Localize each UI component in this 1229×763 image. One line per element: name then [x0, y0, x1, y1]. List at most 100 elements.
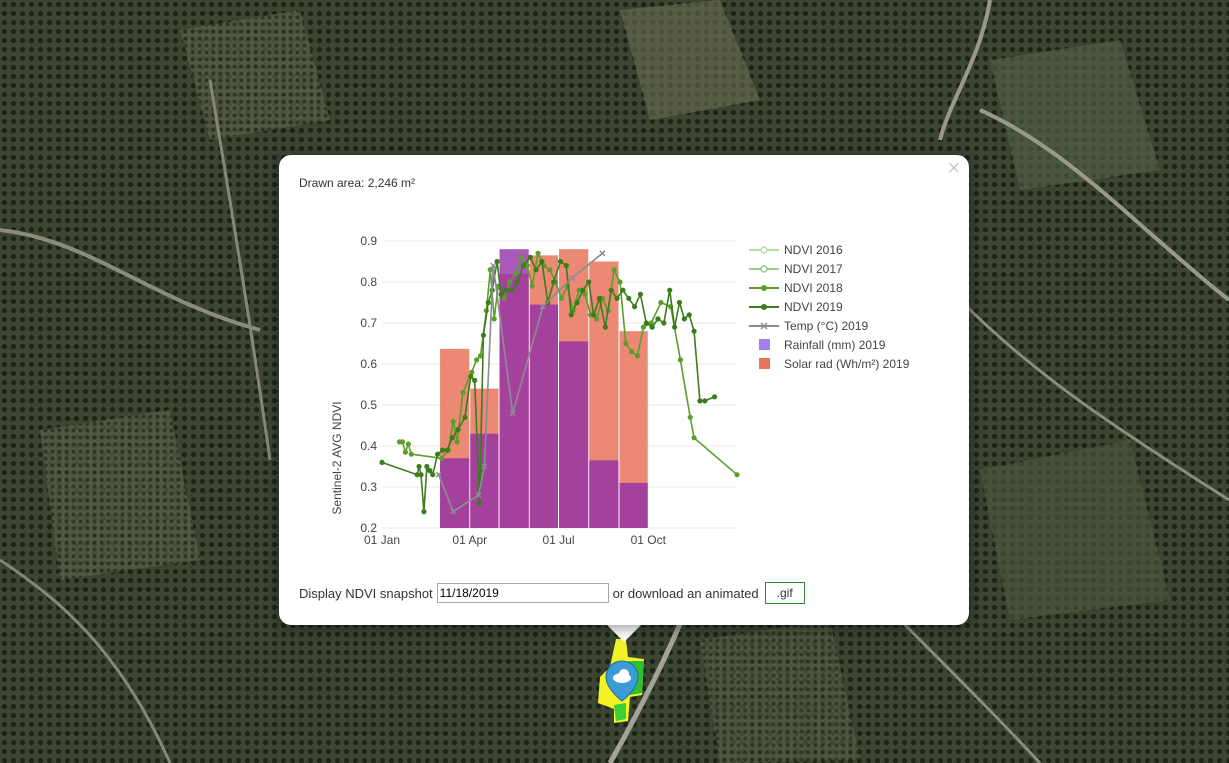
- y-axis-label: Sentinel-2 AVG NDVI: [330, 401, 344, 514]
- series-point: [596, 295, 603, 301]
- x-tick-label: 01 Apr: [452, 533, 487, 547]
- series-point: [569, 274, 576, 281]
- legend-item[interactable]: Rainfall (mm) 2019: [759, 338, 886, 352]
- y-tick-label: 0.4: [360, 439, 377, 453]
- series-point: [599, 250, 606, 257]
- series-point: [631, 304, 638, 310]
- dirt-road: [0, 228, 261, 332]
- series-point: [623, 340, 629, 347]
- bar: [589, 460, 619, 528]
- series-point: [634, 353, 641, 359]
- chart-legend[interactable]: NDVI 2016 NDVI 2017 NDVI 2018 NDVI 2019 Temp…: [749, 243, 910, 371]
- series-point: [529, 283, 535, 289]
- series-point: [518, 254, 525, 260]
- legend-marker: [761, 304, 767, 310]
- series-point: [551, 279, 557, 285]
- series-point: [444, 447, 450, 453]
- series-point: [514, 279, 521, 285]
- series-point: [503, 287, 509, 293]
- series-point: [494, 258, 500, 265]
- series-point: [593, 316, 600, 322]
- dirt-road: [979, 108, 1229, 302]
- chart-axes: 0.2 0.3 0.4 0.5 0.6 0.7 0.8 0.9 01 Jan 01 Apr 01 J…: [360, 234, 666, 547]
- dirt-road: [958, 298, 1229, 502]
- download-gif-button[interactable]: .gif: [764, 582, 805, 604]
- legend-marker: [761, 285, 767, 291]
- series-point: [661, 320, 667, 326]
- series-point: [649, 324, 655, 330]
- series-point: [491, 316, 497, 322]
- legend-swatch: [759, 339, 770, 350]
- series-point: [539, 258, 545, 265]
- legend-item[interactable]: Temp (°C) 2019: [749, 319, 868, 333]
- cloud-pin-icon[interactable]: [605, 660, 639, 702]
- series-point: [711, 394, 718, 400]
- series-point: [460, 390, 466, 396]
- series-point: [563, 263, 569, 269]
- series-point: [501, 295, 507, 301]
- field-parcel: [40, 410, 200, 580]
- popup-tip: [604, 622, 644, 642]
- series-point: [454, 439, 460, 445]
- series-point: [681, 316, 687, 322]
- series-point: [677, 357, 684, 363]
- legend-label: Rainfall (mm) 2019: [784, 338, 886, 352]
- series-point: [439, 447, 446, 453]
- legend-label: NDVI 2017: [784, 262, 843, 276]
- legend-item[interactable]: Solar rad (Wh/m²) 2019: [759, 357, 910, 371]
- series-point: [408, 451, 414, 457]
- series-point: [637, 291, 644, 297]
- bar: [559, 341, 589, 528]
- series-point: [558, 295, 565, 301]
- field-ndvi-green-zone: [614, 703, 626, 721]
- field-parcel: [620, 0, 760, 120]
- y-tick-label: 0.2: [360, 521, 377, 535]
- y-tick-label: 0.8: [360, 275, 377, 289]
- legend-item[interactable]: NDVI 2018: [749, 281, 843, 295]
- series-point: [676, 299, 683, 306]
- series-point: [507, 279, 513, 285]
- series-point: [557, 258, 564, 265]
- series-point: [586, 279, 592, 285]
- legend-label: Temp (°C) 2019: [784, 319, 868, 333]
- y-tick-label: 0.9: [360, 234, 377, 248]
- series-point: [574, 299, 580, 306]
- legend-item[interactable]: NDVI 2016: [749, 243, 843, 257]
- ndvi-field-overlay[interactable]: [594, 637, 654, 727]
- series-point: [487, 267, 493, 273]
- series-point: [402, 449, 409, 455]
- series-point: [533, 267, 539, 273]
- series-point: [691, 328, 697, 334]
- series-point: [686, 312, 692, 318]
- dirt-road: [938, 0, 992, 141]
- series-point: [580, 287, 586, 293]
- legend-item[interactable]: NDVI 2019: [749, 300, 843, 314]
- series-point: [687, 414, 693, 420]
- ndvi-popup: × Drawn area: 2,246 m² 0.2 0.3 0.4 0.5 0.6 0.…: [279, 155, 969, 625]
- series-point: [658, 299, 664, 306]
- series-point: [509, 287, 515, 293]
- y-tick-label: 0.3: [360, 480, 377, 494]
- snapshot-date-input[interactable]: [436, 583, 609, 603]
- legend-item[interactable]: NDVI 2017: [749, 262, 843, 276]
- x-tick-label: 01 Jul: [543, 533, 575, 547]
- close-icon[interactable]: ×: [946, 158, 961, 178]
- y-tick-label: 0.5: [360, 398, 377, 412]
- bar: [440, 458, 470, 528]
- legend-swatch: [759, 358, 770, 369]
- dirt-road: [0, 558, 172, 763]
- field-parcel: [180, 10, 330, 140]
- series-point: [697, 398, 703, 404]
- series-point: [640, 324, 646, 330]
- series-point: [481, 463, 488, 470]
- series-point: [702, 398, 708, 404]
- series-point: [691, 435, 697, 441]
- series-point: [477, 353, 484, 359]
- series-point: [602, 324, 608, 330]
- series-point: [379, 459, 385, 465]
- series-point: [490, 262, 497, 269]
- series-point: [655, 316, 661, 322]
- ndvi-chart[interactable]: 0.2 0.3 0.4 0.5 0.6 0.7 0.8 0.9 01 Jan 01 Apr 01 J…: [279, 155, 969, 565]
- series-point: [462, 414, 468, 420]
- legend-label: NDVI 2018: [784, 281, 843, 295]
